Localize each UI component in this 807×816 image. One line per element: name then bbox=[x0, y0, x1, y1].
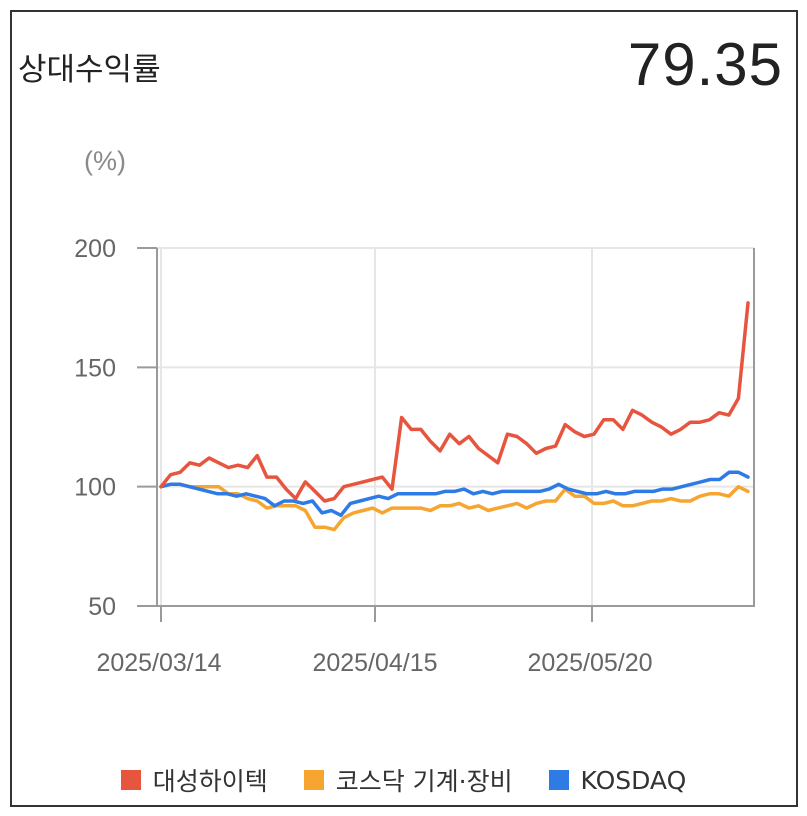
legend-swatch-series-3 bbox=[548, 770, 569, 790]
series-line-1 bbox=[159, 301, 750, 503]
legend-swatch-series-2 bbox=[303, 770, 324, 790]
legend-label-series-1: 대성하이텍 bbox=[152, 767, 268, 796]
x-tick-label: 2025/05/20 bbox=[527, 649, 652, 677]
chart-title: 상대수익률 bbox=[18, 52, 161, 88]
x-tick-label: 2025/04/15 bbox=[312, 649, 437, 677]
relative-return-value: 79.35 bbox=[627, 31, 783, 98]
legend: 대성하이텍 코스닥 기계·장비 KOSDAQ bbox=[0, 762, 807, 798]
legend-label-series-2: 코스닥 기계·장비 bbox=[335, 767, 513, 796]
series-line-2 bbox=[159, 482, 750, 532]
y-tick-label: 200 bbox=[74, 235, 116, 263]
legend-item-series-3: KOSDAQ bbox=[548, 765, 687, 795]
legend-item-series-1: 대성하이텍 bbox=[120, 762, 268, 798]
legend-swatch-series-1 bbox=[120, 770, 141, 790]
y-axis-unit: (%) bbox=[84, 146, 126, 176]
y-tick-label: 100 bbox=[74, 474, 116, 502]
y-tick-label: 50 bbox=[88, 593, 116, 621]
y-tick-label: 150 bbox=[74, 354, 116, 382]
x-tick-label: 2025/03/14 bbox=[96, 649, 221, 677]
legend-label-series-3: KOSDAQ bbox=[580, 765, 687, 795]
chart-card bbox=[10, 10, 798, 807]
legend-item-series-2: 코스닥 기계·장비 bbox=[303, 762, 513, 798]
series-line-3 bbox=[159, 470, 750, 518]
